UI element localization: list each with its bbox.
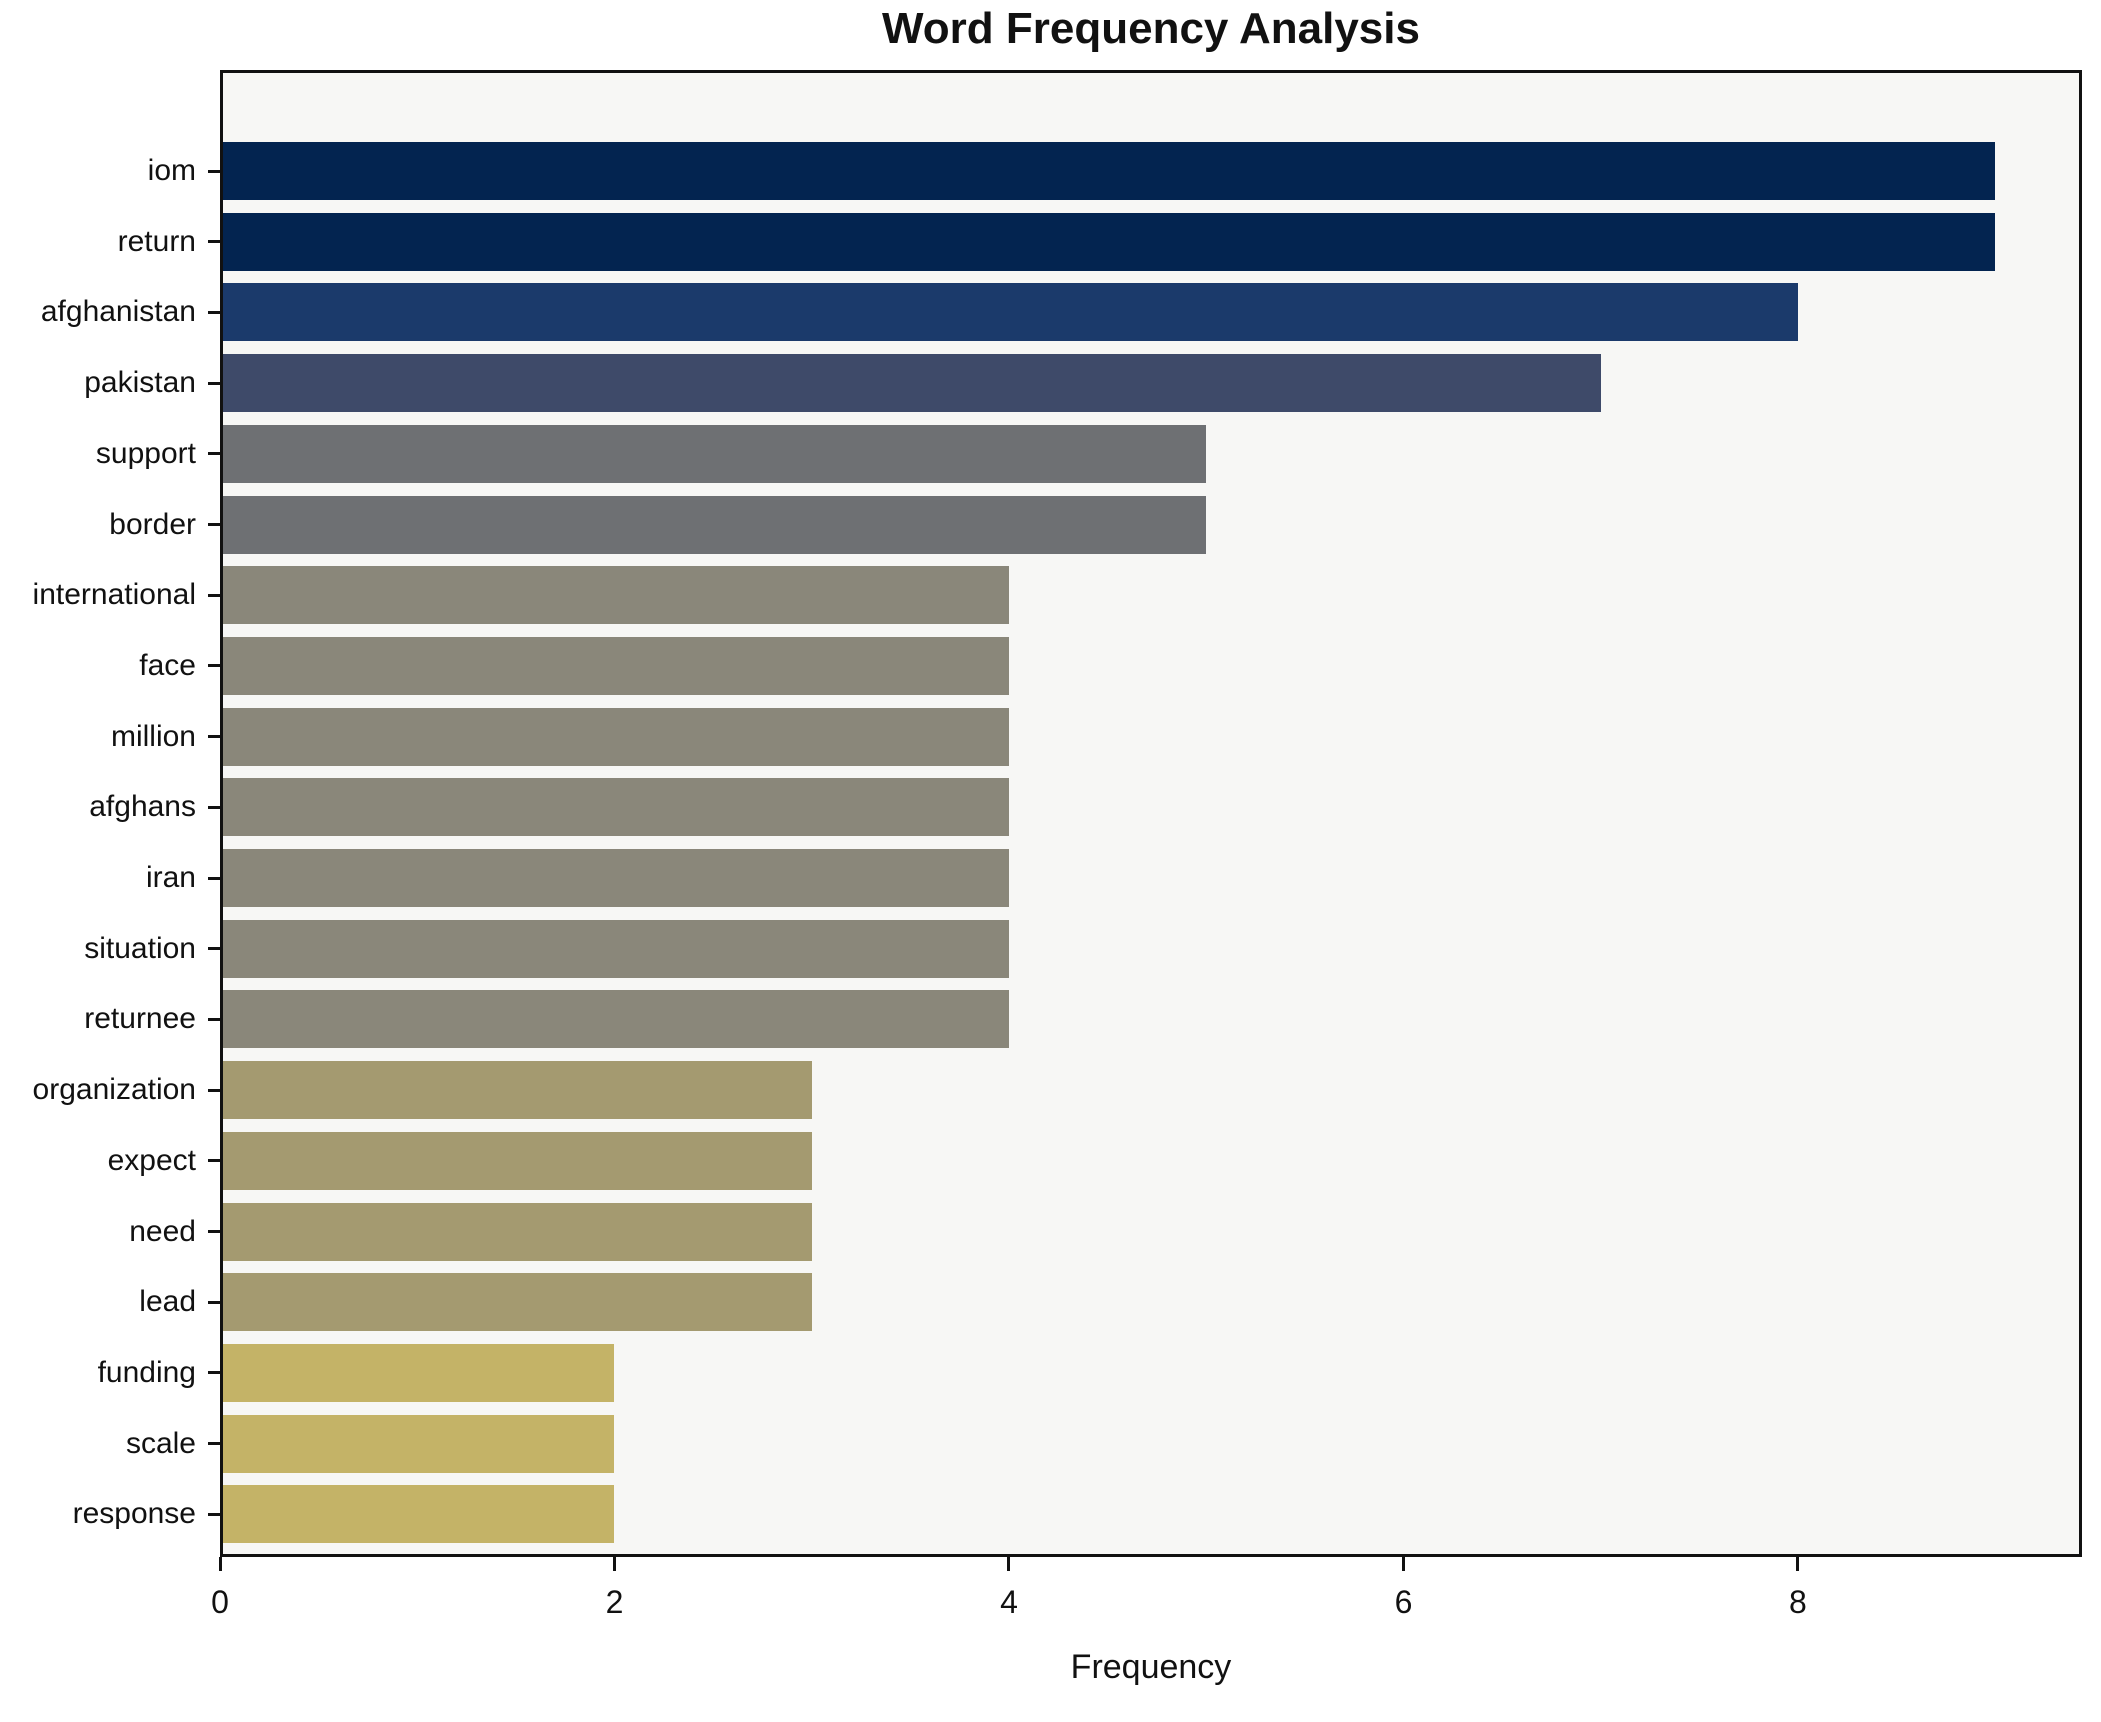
bar-iom [223, 142, 1996, 200]
category-label-border: border [109, 507, 196, 541]
bar-expect [223, 1131, 812, 1190]
y-tick-mark [208, 523, 220, 526]
bar-support [223, 424, 1207, 483]
y-tick-mark [208, 1300, 220, 1304]
bar-iran [223, 849, 1009, 907]
bar-organization [223, 1061, 812, 1120]
category-label-iom: iom [147, 154, 196, 187]
x-tick-label-6: 6 [1394, 1584, 1413, 1620]
y-tick-mark [208, 381, 220, 385]
category-label-support: support [95, 436, 196, 470]
bar-afghans [223, 778, 1009, 837]
category-label-lead: lead [139, 1285, 196, 1319]
chart-title: Word Frequency Analysis [882, 4, 1420, 53]
y-tick-mark [208, 1371, 220, 1375]
bar-scale [223, 1414, 615, 1473]
y-tick-mark [208, 735, 220, 739]
x-tick-mark [1796, 1557, 1800, 1571]
category-label-returnee: returnee [84, 1002, 196, 1036]
category-label-pakistan: pakistan [84, 366, 196, 400]
category-label-response: response [72, 1497, 196, 1531]
y-tick-mark [208, 1230, 220, 1233]
x-tick-label-8: 8 [1789, 1584, 1807, 1620]
x-tick-label-2: 2 [605, 1584, 624, 1620]
category-label-scale: scale [125, 1426, 196, 1460]
bar-million [223, 707, 1009, 766]
y-tick-mark [208, 310, 220, 314]
x-axis-label: Frequency [1070, 1648, 1232, 1686]
y-tick-mark [208, 593, 220, 597]
category-label-expect: expect [107, 1143, 196, 1177]
category-label-organization: organization [32, 1073, 196, 1107]
bar-return [223, 212, 1996, 271]
y-tick-mark [208, 169, 220, 173]
bar-response [223, 1485, 615, 1544]
category-label-funding: funding [97, 1355, 196, 1389]
y-tick-mark [208, 1442, 220, 1446]
category-label-situation: situation [84, 931, 196, 965]
category-label-afghanistan: afghanistan [40, 295, 196, 329]
bar-need [223, 1202, 812, 1261]
bar-afghanistan [223, 283, 1798, 342]
bar-pakistan [223, 354, 1601, 413]
category-label-return: return [117, 224, 196, 258]
y-tick-mark [208, 240, 220, 244]
x-tick-mark [612, 1557, 616, 1571]
bar-lead [223, 1273, 812, 1332]
category-label-need: need [129, 1214, 196, 1248]
y-tick-mark [208, 1017, 220, 1021]
y-tick-mark [208, 664, 220, 668]
category-label-international: international [32, 578, 196, 612]
y-tick-mark [208, 452, 220, 456]
x-tick-mark [218, 1557, 222, 1571]
category-label-million: million [110, 719, 196, 753]
category-label-face: face [139, 648, 196, 682]
bar-funding [223, 1343, 615, 1402]
bar-international [223, 566, 1009, 625]
bar-face [223, 636, 1009, 695]
bar-returnee [223, 990, 1009, 1049]
y-tick-mark [208, 1159, 220, 1163]
y-tick-mark [208, 1512, 220, 1516]
y-tick-mark [208, 1088, 220, 1092]
category-label-afghans: afghans [89, 790, 196, 824]
x-tick-mark [1007, 1557, 1011, 1571]
x-tick-mark [1401, 1557, 1405, 1571]
bar-situation [223, 919, 1009, 978]
x-tick-label-4: 4 [1000, 1584, 1018, 1620]
x-tick-label-0: 0 [211, 1584, 229, 1620]
category-label-iran: iran [145, 861, 196, 894]
y-tick-mark [208, 876, 220, 880]
bar-border [223, 495, 1207, 554]
y-tick-mark [208, 947, 220, 951]
y-tick-mark [208, 805, 220, 809]
